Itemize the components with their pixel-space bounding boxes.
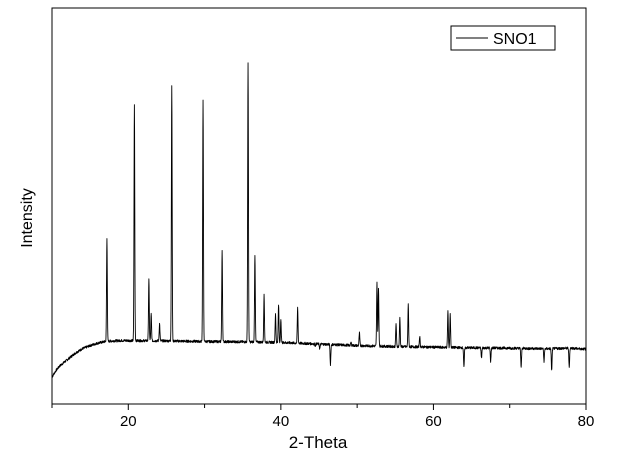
- x-tick-label-60: 60: [425, 413, 442, 430]
- series-line-sno1: [51, 62, 587, 378]
- legend-label-sno1: SNO1: [493, 31, 537, 48]
- axis-ticks: 20 40 60 80: [51, 404, 595, 430]
- x-tick-label-80: 80: [578, 413, 595, 430]
- x-tick-label-40: 40: [273, 413, 290, 430]
- x-axis-label: 2-Theta: [289, 433, 348, 452]
- legend: SNO1: [450, 25, 556, 51]
- y-axis-label: Intensity: [19, 188, 36, 248]
- plot-frame: [51, 7, 587, 405]
- x-tick-label-20: 20: [120, 413, 137, 430]
